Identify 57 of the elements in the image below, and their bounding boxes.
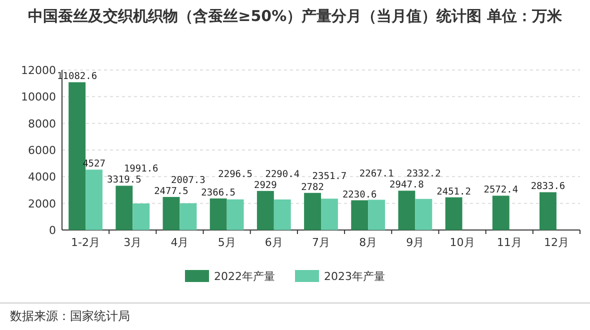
data-label: 2947.8 [390,180,424,191]
bar [368,200,386,230]
x-tick-label: 5月 [218,236,236,249]
bar [180,203,197,230]
bar [398,190,416,230]
x-tick-label: 7月 [312,236,330,249]
y-tick-label: 10000 [21,90,56,104]
data-label: 2290.4 [265,168,300,180]
x-tick-label: 8月 [359,236,378,249]
data-label: 1991.6 [124,164,159,175]
y-tick-label: 8000 [28,117,56,130]
x-tick-label: 11月 [496,236,522,249]
x-tick-label: 9月 [406,236,424,249]
y-tick-label: 0 [49,224,56,237]
x-tick-label: 10月 [450,236,475,249]
y-tick-label: 6000 [28,144,56,157]
data-label: 2351.7 [312,170,347,182]
data-label: 2451.2 [436,186,471,198]
bar [540,192,556,230]
y-tick-label: 2000 [28,197,56,210]
chart-title: 中国蚕丝及交织机织物（含蚕丝≥50%）产量分月（当月值）统计图 单位：万米 [27,6,563,26]
x-tick-label: 1-2月 [71,236,100,249]
legend-label: 2022年产量 [214,270,275,283]
bar [132,203,150,230]
data-label: 2332.2 [406,168,441,180]
source-note: 数据来源：国家统计局 [10,309,130,323]
bar [415,198,432,230]
bar [162,196,180,230]
bar [210,198,227,230]
data-label: 2296.5 [218,168,252,180]
data-label: 3319.5 [106,174,142,186]
data-label: 2477.5 [154,186,188,197]
data-label: 2782 [301,182,324,193]
x-tick-label: 12月 [544,236,569,249]
x-tick-label: 6月 [264,236,283,249]
bar [86,170,102,230]
bar [304,192,321,230]
data-label: 2929 [254,180,278,191]
bar [351,200,368,230]
data-label: 2366.5 [201,187,236,198]
data-label: 2007.3 [171,174,206,186]
bar [492,196,510,230]
bar [321,198,338,230]
legend-label: 2023年产量 [324,270,385,283]
data-label: 2230.6 [342,189,378,200]
bar [274,199,291,230]
bar [116,186,133,230]
bar [226,199,244,230]
y-tick-label: 12000 [21,64,56,77]
data-label: 2833.6 [530,181,566,192]
bar [445,197,462,230]
data-label: 2572.4 [484,184,518,196]
bar [256,190,274,230]
x-tick-label: 4月 [170,236,189,249]
data-label: 2267.1 [359,168,394,180]
x-tick-label: 3月 [124,236,142,249]
y-tick-label: 4000 [28,170,56,184]
